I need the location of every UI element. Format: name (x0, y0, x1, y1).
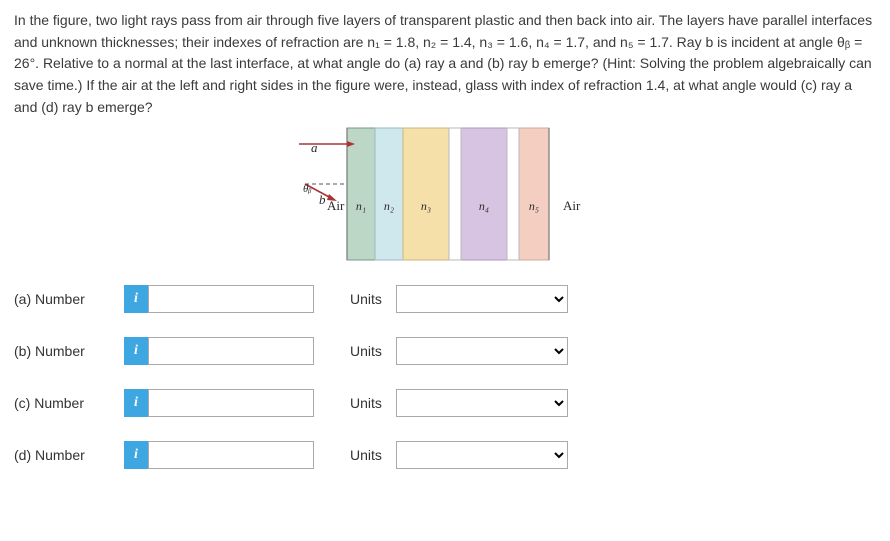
answer-row: (a) Number i Units (14, 285, 876, 313)
answer-label: (d) Number (14, 447, 114, 463)
units-label: Units (350, 395, 382, 411)
figure-svg: aθᵦbAirAirn₁n₂n₃n₄n₅ (299, 124, 591, 264)
units-label: Units (350, 291, 382, 307)
number-input[interactable] (148, 285, 314, 313)
units-select[interactable] (396, 285, 568, 313)
svg-text:b: b (319, 192, 326, 207)
units-select[interactable] (396, 389, 568, 417)
number-input[interactable] (148, 441, 314, 469)
units-label: Units (350, 447, 382, 463)
figure: aθᵦbAirAirn₁n₂n₃n₄n₅ (299, 124, 591, 264)
units-select[interactable] (396, 337, 568, 365)
svg-text:a: a (311, 140, 318, 155)
info-icon[interactable]: i (124, 285, 148, 313)
number-input[interactable] (148, 337, 314, 365)
figure-container: aθᵦbAirAirn₁n₂n₃n₄n₅ (14, 124, 876, 267)
number-input-group: i (124, 285, 314, 313)
question-text: In the figure, two light rays pass from … (14, 10, 876, 118)
info-icon[interactable]: i (124, 441, 148, 469)
answer-row: (c) Number i Units (14, 389, 876, 417)
svg-text:θᵦ: θᵦ (303, 183, 312, 195)
units-label: Units (350, 343, 382, 359)
units-select[interactable] (396, 441, 568, 469)
svg-text:n₂: n₂ (384, 199, 394, 213)
answer-label: (a) Number (14, 291, 114, 307)
svg-text:n₃: n₃ (421, 199, 431, 213)
svg-text:Air: Air (327, 198, 345, 213)
number-input-group: i (124, 337, 314, 365)
answers-section: (a) NumberiUnits(b) NumberiUnits(c) Numb… (14, 285, 876, 469)
info-icon[interactable]: i (124, 337, 148, 365)
svg-text:n₄: n₄ (479, 199, 489, 213)
answer-label: (b) Number (14, 343, 114, 359)
number-input-group: i (124, 441, 314, 469)
svg-text:n₅: n₅ (529, 199, 539, 213)
number-input[interactable] (148, 389, 314, 417)
svg-text:n₁: n₁ (356, 199, 366, 213)
answer-row: (d) Number i Units (14, 441, 876, 469)
answer-row: (b) Number i Units (14, 337, 876, 365)
svg-text:Air: Air (563, 198, 581, 213)
info-icon[interactable]: i (124, 389, 148, 417)
number-input-group: i (124, 389, 314, 417)
answer-label: (c) Number (14, 395, 114, 411)
